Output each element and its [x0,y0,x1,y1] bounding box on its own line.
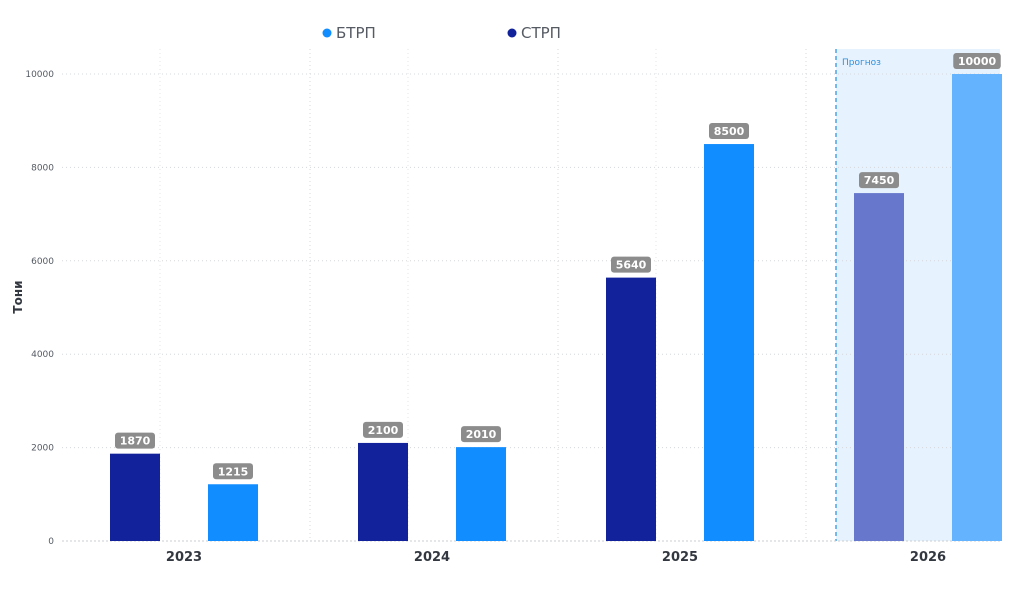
bar [456,447,506,541]
data-label-bg [611,256,651,273]
data-label: 1870 [120,435,151,448]
y-tick-label: 8000 [31,163,54,173]
forecast-label: Прогноз [842,58,881,68]
legend-marker [322,28,332,38]
data-label-bg [213,463,253,480]
data-label: 7450 [864,174,895,187]
y-tick-label: 2000 [31,444,54,454]
bars [110,74,1002,542]
x-tick-label: 2023 [166,550,202,565]
data-label: 8500 [714,125,745,138]
data-label: 2010 [466,428,497,441]
legend-marker [507,28,517,38]
data-label-bg [363,421,403,438]
data-label: 5640 [616,259,647,272]
data-label: 10000 [958,55,997,68]
bar [208,484,258,541]
x-tick-label: 2026 [910,550,946,565]
legend: БТРП СТРП [322,24,561,42]
y-tick-label: 10000 [25,70,54,80]
data-label-bg [461,426,501,443]
legend-item-label: СТРП [521,24,561,42]
x-tick-label: 2024 [414,550,450,565]
data-label-bg [859,172,899,189]
y-axis-label: Тони [11,280,25,313]
bar [854,193,904,541]
x-tick-label: 2025 [662,550,698,565]
bar [704,144,754,542]
data-label-bg [709,123,749,140]
data-label-bg [115,432,155,449]
data-label: 2100 [368,424,399,437]
bar [110,453,160,541]
y-tick-label: 4000 [31,350,54,360]
data-label: 1215 [218,465,249,478]
legend-item-label: БТРП [336,24,376,42]
data-labels: 1870 2100 5640 7450 1215 2010 8500 10000 [115,53,1001,480]
data-label-bg [953,53,1001,69]
bar [358,442,408,541]
bar [606,277,656,541]
y-tick-label: 6000 [31,257,54,267]
bar [952,74,1002,541]
y-tick-label: 0 [48,537,54,547]
